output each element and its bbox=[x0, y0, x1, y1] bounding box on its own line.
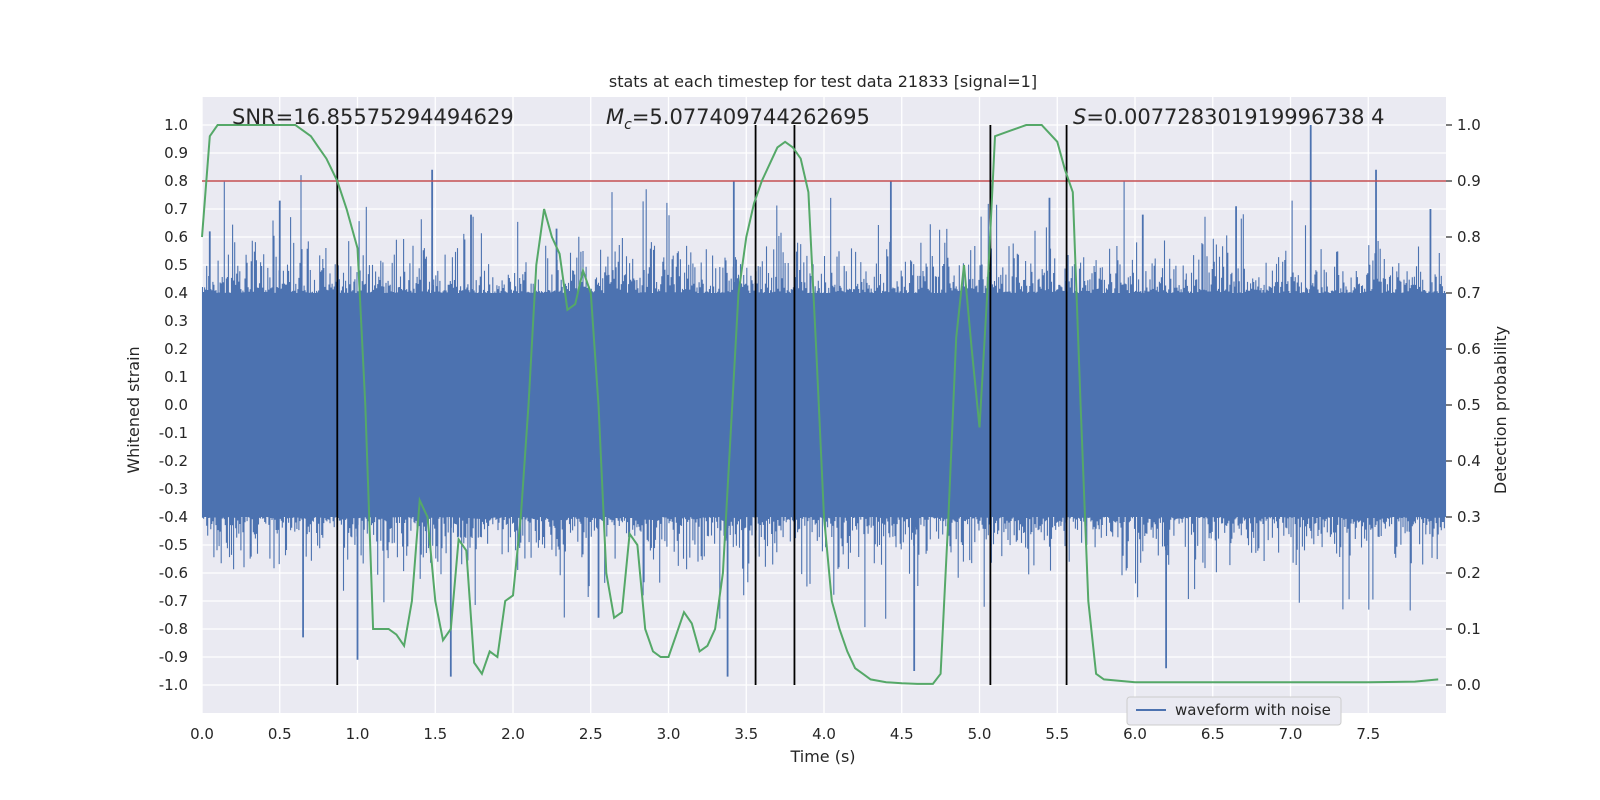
x-tick-label: 4.5 bbox=[890, 725, 914, 743]
mc-subscript: c bbox=[624, 117, 632, 133]
x-tick-label: 0.0 bbox=[190, 725, 214, 743]
x-tick-label: 2.5 bbox=[579, 725, 603, 743]
x-tick-label: 6.0 bbox=[1123, 725, 1147, 743]
y-tick-label: -0.6 bbox=[159, 564, 188, 582]
s-annotation: S=0.007728301919996738 4 bbox=[1073, 105, 1385, 129]
y-right-tick-label: 0.1 bbox=[1457, 620, 1481, 638]
y-tick-label: 0.6 bbox=[164, 228, 188, 246]
x-tick-label: 6.5 bbox=[1201, 725, 1225, 743]
x-axis: 0.0 0.5 1.0 1.5 2.0 2.5 3.0 3.5 4.0 4.5 5.0 5.5 6.0 6… bbox=[190, 725, 1380, 743]
mc-symbol: M bbox=[606, 105, 624, 129]
y-right-tick-label: 0.4 bbox=[1457, 452, 1481, 470]
chart-title: stats at each timestep for test data 218… bbox=[609, 72, 1037, 91]
x-tick-label: 5.5 bbox=[1045, 725, 1069, 743]
y-tick-label: -0.1 bbox=[159, 424, 188, 442]
y-tick-label: -0.9 bbox=[159, 648, 188, 666]
legend-box bbox=[1126, 696, 1342, 726]
y-tick-label: -0.7 bbox=[159, 592, 188, 610]
y-axis-label: Whitened strain bbox=[124, 346, 143, 473]
y-tick-label: 0.7 bbox=[164, 200, 188, 218]
y-tick-label: 0.3 bbox=[164, 312, 188, 330]
x-tick-label: 7.0 bbox=[1279, 725, 1303, 743]
y-axis-right: 1.0 0.9 0.8 0.7 0.6 0.5 0.4 0.3 0.2 0.1 0.0 bbox=[1446, 116, 1481, 694]
mc-annotation: Mc=5.077409744262695 bbox=[606, 105, 870, 133]
x-tick-label: 7.5 bbox=[1356, 725, 1380, 743]
y-right-tick-label: 0.8 bbox=[1457, 228, 1481, 246]
mc-value: =5.077409744262695 bbox=[632, 105, 870, 129]
y-right-tick-label: 0.3 bbox=[1457, 508, 1481, 526]
x-tick-label: 3.5 bbox=[734, 725, 758, 743]
y-tick-label: -0.2 bbox=[159, 452, 188, 470]
y-tick-label: 0.2 bbox=[164, 340, 188, 358]
x-tick-label: 2.0 bbox=[501, 725, 525, 743]
y-tick-label: -0.4 bbox=[159, 508, 188, 526]
y-right-tick-label: 0.2 bbox=[1457, 564, 1481, 582]
x-tick-label: 3.0 bbox=[657, 725, 681, 743]
x-tick-label: 4.0 bbox=[812, 725, 836, 743]
legend: waveform with noise bbox=[1126, 696, 1342, 726]
y-axis-right-label: Detection probability bbox=[1491, 326, 1510, 494]
y-tick-label: -0.5 bbox=[159, 536, 188, 554]
x-tick-label: 1.5 bbox=[423, 725, 447, 743]
y-right-tick-label: 0.7 bbox=[1457, 284, 1481, 302]
y-right-tick-label: 0.9 bbox=[1457, 172, 1481, 190]
y-right-tick-label: 1.0 bbox=[1457, 116, 1481, 134]
y-tick-label: 0.9 bbox=[164, 144, 188, 162]
y-tick-label: 0.1 bbox=[164, 368, 188, 386]
x-tick-label: 1.0 bbox=[346, 725, 370, 743]
y-tick-label: -1.0 bbox=[159, 676, 188, 694]
y-right-tick-label: 0.5 bbox=[1457, 396, 1481, 414]
y-tick-label: 1.0 bbox=[164, 116, 188, 134]
y-tick-label: 0.8 bbox=[164, 172, 188, 190]
x-axis-label: Time (s) bbox=[789, 747, 855, 766]
y-right-tick-label: 0.6 bbox=[1457, 340, 1481, 358]
detection-probability-line bbox=[201, 124, 1439, 685]
s-symbol: S bbox=[1073, 105, 1086, 129]
y-axis-left: 1.0 0.9 0.8 0.7 0.6 0.5 0.4 0.3 0.2 0.1 0.0 -0.1 -0.… bbox=[159, 116, 188, 694]
s-value: =0.007728301919996738 4 bbox=[1086, 105, 1384, 129]
y-tick-label: 0.4 bbox=[164, 284, 188, 302]
y-tick-label: 0.5 bbox=[164, 256, 188, 274]
x-tick-label: 5.0 bbox=[968, 725, 992, 743]
y-right-tick-label: 0.0 bbox=[1457, 676, 1481, 694]
legend-label-waveform: waveform with noise bbox=[1175, 701, 1331, 719]
snr-annotation: SNR=16.85575294494629 bbox=[232, 105, 514, 129]
y-tick-label: 0.0 bbox=[164, 396, 188, 414]
y-tick-label: -0.8 bbox=[159, 620, 188, 638]
waveform-series bbox=[201, 125, 1447, 677]
x-tick-label: 0.5 bbox=[268, 725, 292, 743]
waveform-dense-band bbox=[202, 293, 1446, 517]
probability-series bbox=[201, 124, 1439, 685]
y-tick-label: -0.3 bbox=[159, 480, 188, 498]
